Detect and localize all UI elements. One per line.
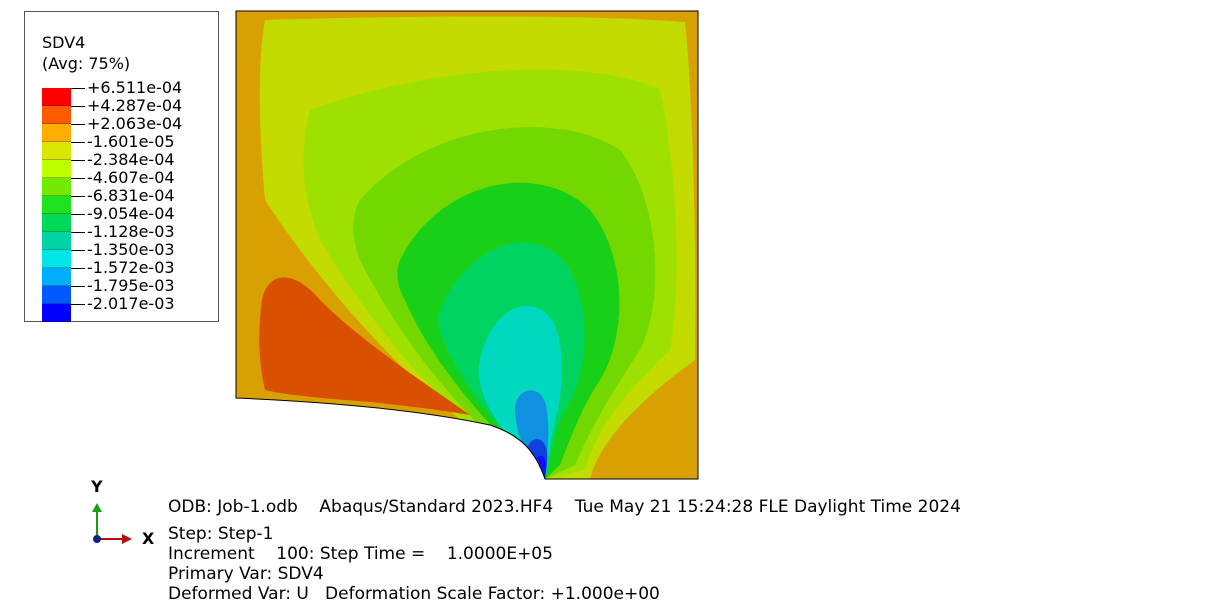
legend-label: -1.795e-03: [87, 276, 175, 295]
legend-swatch: [42, 88, 71, 106]
legend-swatch: [42, 124, 71, 142]
legend-swatch: [42, 232, 71, 250]
legend-swatch: [42, 268, 71, 286]
legend-tick: [71, 88, 85, 89]
legend-tick: [71, 142, 85, 143]
legend-label: +4.287e-04: [87, 96, 183, 115]
info-deformed-var-line: Deformed Var: U Deformation Scale Factor…: [168, 584, 660, 604]
legend-label: +2.063e-04: [87, 114, 183, 133]
legend-tick: [71, 286, 85, 287]
x-arrow-head: [122, 534, 132, 544]
legend-label: -2.017e-03: [87, 294, 175, 313]
legend-tick: [71, 124, 85, 125]
z-axis-dot: [93, 535, 101, 543]
legend-tick: [71, 232, 85, 233]
legend-tick: [71, 214, 85, 215]
legend-swatch: [42, 142, 71, 160]
legend-swatch: [42, 196, 71, 214]
legend-tick: [71, 250, 85, 251]
legend-label: +6.511e-04: [87, 78, 183, 97]
y-arrow-head: [92, 503, 102, 512]
legend-tick: [71, 268, 85, 269]
legend-swatch: [42, 160, 71, 178]
y-axis-label: Y: [91, 477, 103, 496]
legend-swatch: [42, 250, 71, 268]
x-axis-label: X: [142, 529, 155, 548]
legend-swatch: [42, 106, 71, 124]
contour-hot-region: [259, 277, 470, 415]
legend-tick: [71, 178, 85, 179]
info-increment-line: Increment 100: Step Time = 1.0000E+05: [168, 544, 553, 564]
legend-swatches: [42, 88, 71, 322]
legend-tick: [71, 160, 85, 161]
legend-swatch: [42, 304, 71, 322]
legend-label: -1.572e-03: [87, 258, 175, 277]
legend-swatch: [42, 214, 71, 232]
legend: SDV4 (Avg: 75%) +6.511e-04 +4.287e-04 +2.0…: [24, 11, 219, 322]
legend-tick: [71, 196, 85, 197]
info-odb-line: ODB: Job-1.odb Abaqus/Standard 2023.HF4 …: [168, 497, 961, 517]
part-outline: [235, 10, 699, 480]
legend-label: -2.384e-04: [87, 150, 175, 169]
legend-tick: [71, 106, 85, 107]
legend-variable: SDV4: [42, 33, 86, 52]
legend-label: -1.128e-03: [87, 222, 175, 241]
legend-label: -6.831e-04: [87, 186, 175, 205]
legend-label: -4.607e-04: [87, 168, 175, 187]
info-primary-var-line: Primary Var: SDV4: [168, 564, 324, 584]
legend-label: -9.054e-04: [87, 204, 175, 223]
legend-swatch: [42, 286, 71, 304]
info-step-line: Step: Step-1: [168, 524, 274, 544]
legend-label: -1.350e-03: [87, 240, 175, 259]
legend-averaging: (Avg: 75%): [42, 54, 131, 73]
legend-tick: [71, 304, 85, 305]
legend-label: -1.601e-05: [87, 132, 175, 151]
legend-swatch: [42, 178, 71, 196]
